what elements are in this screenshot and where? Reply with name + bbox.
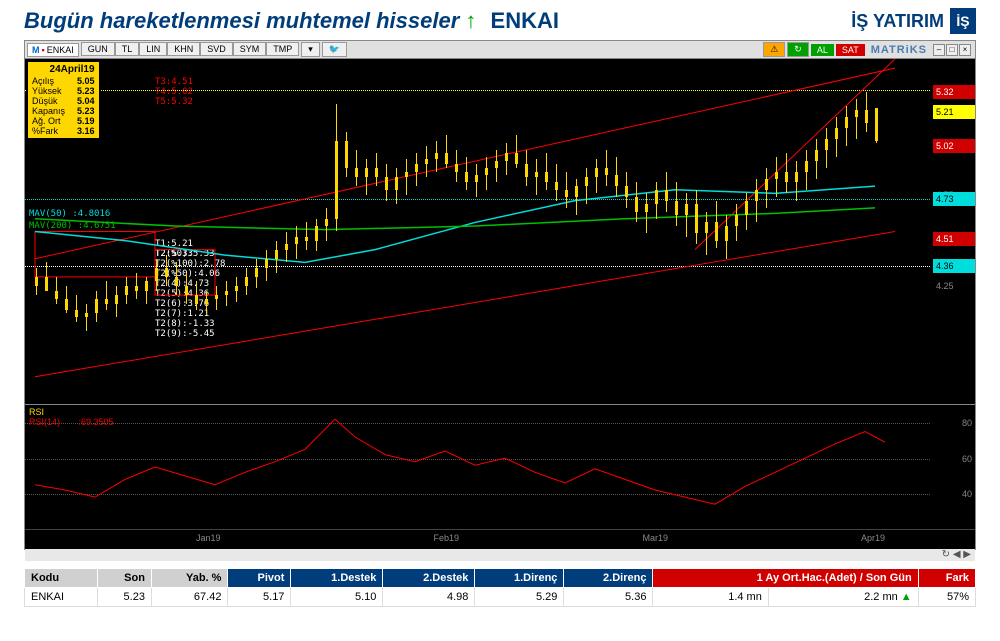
summary-table: KoduSonYab. %Pivot1.Destek2.Destek1.Dire…: [24, 568, 976, 607]
chart-toolbar: M ▪ ENKAI GUNTLLINKHNSVDSYMTMP ▾ 🐦 ⚠ ↻ A…: [25, 41, 975, 59]
symbol-selector[interactable]: M ▪ ENKAI: [27, 43, 79, 57]
rsi-chart[interactable]: RSI RSI(14) :69.3505 406080: [25, 404, 975, 529]
price-chart[interactable]: 24April19 Açılış5.05Yüksek5.23Düşük5.04K…: [25, 59, 975, 404]
header: Bugün hareketlenmesi muhtemel hisseler ↑…: [0, 0, 1000, 40]
svd-button[interactable]: SVD: [200, 42, 233, 56]
ohlc-info-box: 24April19 Açılış5.05Yüksek5.23Düşük5.04K…: [27, 61, 100, 139]
company-logo: İŞ YATIRIM İŞ: [851, 8, 976, 34]
page-title: Bugün hareketlenmesi muhtemel hisseler ↑…: [24, 8, 559, 34]
khn-button[interactable]: KHN: [167, 42, 200, 56]
up-arrow-icon: ↑: [465, 8, 476, 33]
close-icon[interactable]: ×: [959, 44, 971, 56]
ticker-symbol: ENKAI: [491, 8, 559, 33]
sym-button[interactable]: SYM: [233, 42, 267, 56]
minimize-icon[interactable]: –: [933, 44, 945, 56]
warning-icon[interactable]: ⚠: [763, 42, 785, 57]
matriks-brand: MATRiKS: [867, 44, 931, 56]
lin-button[interactable]: LIN: [139, 42, 167, 56]
mav50-label: MAV(50) :4.8016: [29, 209, 110, 219]
x-axis: Jan19Feb19Mar19Apr19: [25, 529, 975, 549]
twitter-icon[interactable]: 🐦: [322, 42, 347, 57]
dropdown-icon[interactable]: ▾: [301, 42, 320, 57]
chart-footer: ↻ ◀ ▶: [25, 549, 975, 561]
chart-container: M ▪ ENKAI GUNTLLINKHNSVDSYMTMP ▾ 🐦 ⚠ ↻ A…: [24, 40, 976, 550]
refresh-icon[interactable]: ↻: [787, 42, 809, 57]
gun-button[interactable]: GUN: [81, 42, 115, 56]
is-logo-icon: İŞ: [950, 8, 976, 34]
tmp-button[interactable]: TMP: [266, 42, 299, 56]
maximize-icon[interactable]: □: [946, 44, 958, 56]
sell-button[interactable]: SAT: [836, 44, 865, 56]
mav200-label: MAV(200) :4.6751: [29, 221, 116, 231]
buy-button[interactable]: AL: [811, 44, 834, 56]
tl-button[interactable]: TL: [115, 42, 140, 56]
